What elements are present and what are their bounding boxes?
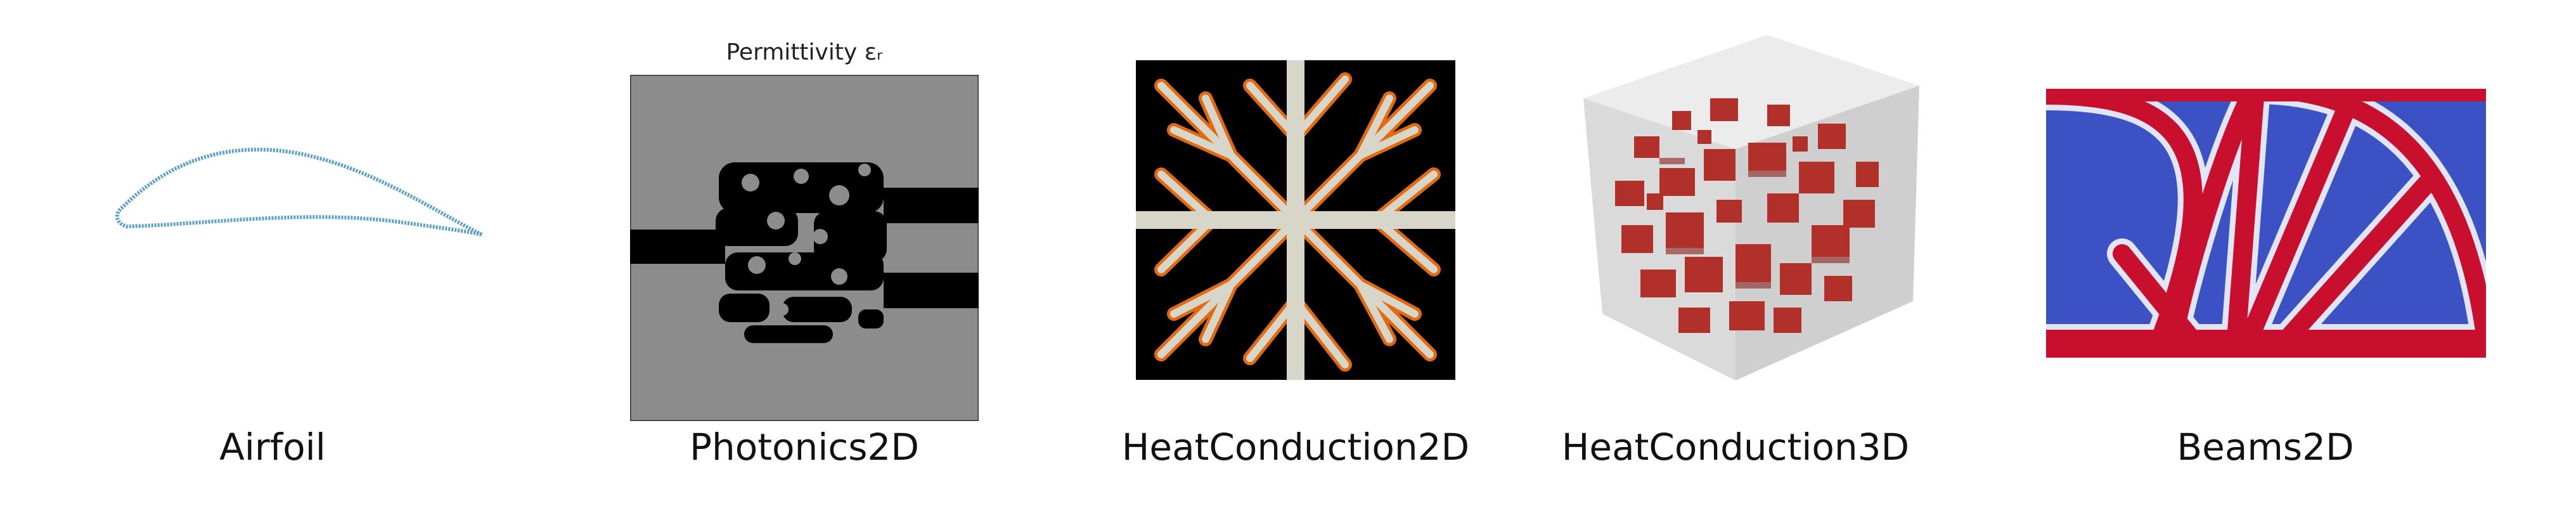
design-region — [716, 162, 887, 343]
photonics-plot-title: Permittivity εᵣ — [726, 39, 883, 65]
caption-heatconduction3d: HeatConduction3D — [1561, 426, 1910, 469]
caption-photonics2d: Photonics2D — [690, 426, 919, 469]
photonics-plot — [630, 75, 979, 421]
airfoil-plot — [115, 147, 483, 237]
caption-heatconduction2d: HeatConduction2D — [1121, 426, 1470, 469]
solid-structure — [1615, 98, 1879, 333]
heatconduction3d-plot — [1583, 35, 1919, 380]
beams2d-plot — [2046, 89, 2486, 358]
waveguide-right-bottom — [884, 273, 979, 308]
cube-top-face — [1583, 35, 1919, 149]
caption-beams2d: Beams2D — [2177, 426, 2354, 469]
heatconduction2d-plot — [1136, 60, 1455, 380]
caption-airfoil: Airfoil — [219, 426, 326, 469]
waveguide-right-top — [884, 188, 979, 223]
airfoil-curve — [115, 147, 483, 237]
waveguide-left — [630, 230, 725, 264]
